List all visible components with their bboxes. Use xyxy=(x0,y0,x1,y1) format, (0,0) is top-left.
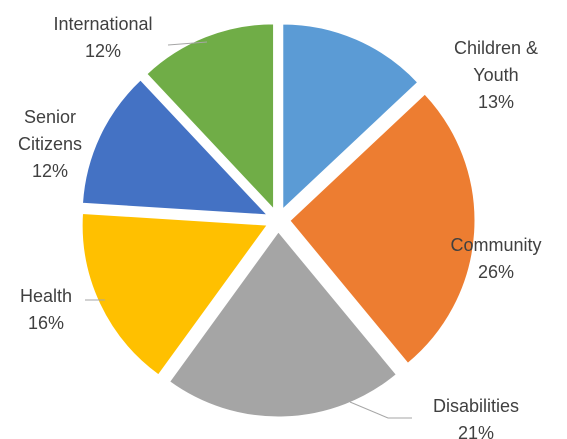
pie-slice-community xyxy=(289,93,476,365)
data-label-children-and-youth: Children & Youth 13% xyxy=(454,38,538,112)
pie-slice-international xyxy=(146,23,275,211)
leader-line-international xyxy=(167,41,208,46)
data-label-category: Senior xyxy=(24,107,76,127)
data-label-percent: 12% xyxy=(85,41,121,61)
pie-slice-disabilities xyxy=(168,231,398,418)
data-label-percent: 13% xyxy=(478,92,514,112)
leader-lines xyxy=(85,41,412,419)
data-label-senior-citizens: Senior Citizens 12% xyxy=(18,107,82,181)
data-label-community: Community 26% xyxy=(450,235,541,282)
data-label-category: Disabilities xyxy=(433,396,519,416)
data-labels: Children & Youth 13% Community 26% Disabiliti… xyxy=(18,14,542,439)
data-label-category: Community xyxy=(450,235,541,255)
data-label-category: International xyxy=(53,14,152,34)
data-label-international: International 12% xyxy=(53,14,152,61)
data-label-category: Children & xyxy=(454,38,538,58)
pie-slice-children-and-youth xyxy=(282,23,419,211)
pie-slices xyxy=(81,23,476,418)
data-label-category: Youth xyxy=(473,65,518,85)
pie-slice-senior-citizens xyxy=(81,79,269,216)
data-label-disabilities: Disabilities 21% xyxy=(433,396,519,439)
data-label-category: Health xyxy=(20,286,72,306)
data-label-percent: 12% xyxy=(32,161,68,181)
data-label-percent: 26% xyxy=(478,262,514,282)
pie-slice-health xyxy=(81,212,269,376)
data-label-percent: 16% xyxy=(28,313,64,333)
data-label-health: Health 16% xyxy=(20,286,72,333)
leader-line-disabilities xyxy=(349,401,412,419)
data-label-category: Citizens xyxy=(18,134,82,154)
data-label-percent: 21% xyxy=(458,423,494,439)
